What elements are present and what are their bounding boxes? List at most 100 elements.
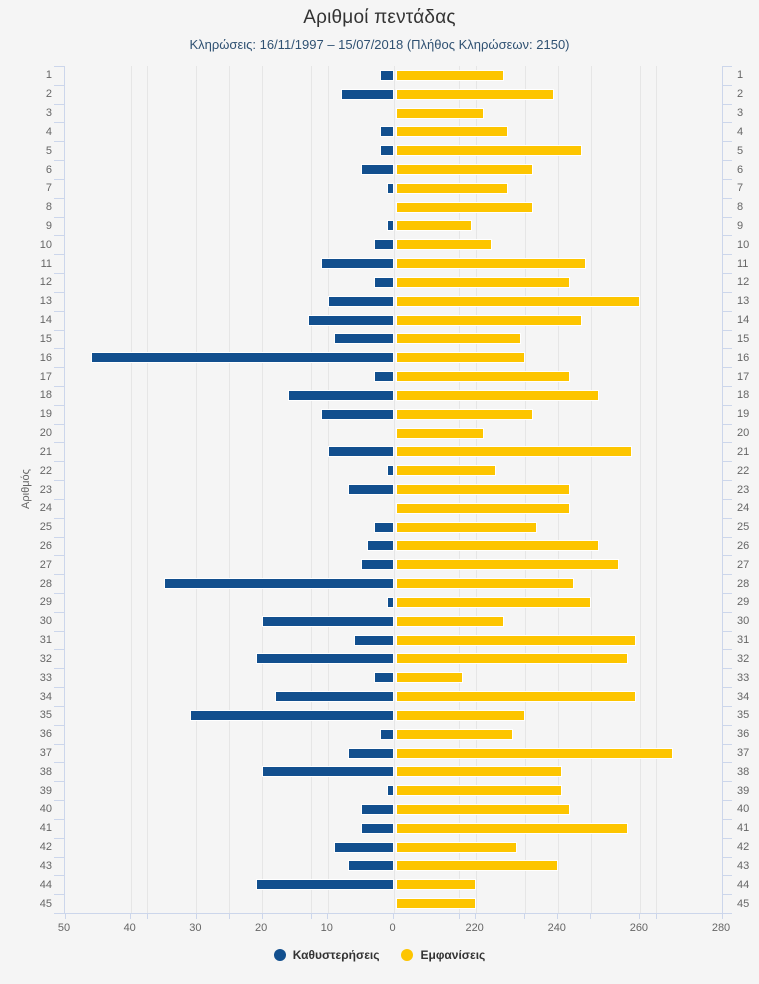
- delay-bar-16[interactable]: [91, 352, 394, 364]
- delay-bar-12[interactable]: [373, 276, 394, 288]
- delay-bar-44[interactable]: [255, 879, 394, 891]
- appearance-bar-41[interactable]: [395, 822, 628, 834]
- category-label-right-22: 22: [737, 464, 750, 477]
- delay-bar-25[interactable]: [373, 521, 394, 533]
- delay-bar-33[interactable]: [373, 672, 394, 684]
- delay-bar-22[interactable]: [386, 465, 394, 477]
- appearance-bar-5[interactable]: [395, 145, 583, 157]
- delay-bar-1[interactable]: [380, 69, 394, 81]
- delay-bar-10[interactable]: [373, 239, 394, 251]
- appearance-bar-26[interactable]: [395, 540, 599, 552]
- appearance-bar-25[interactable]: [395, 521, 538, 533]
- delay-bar-9[interactable]: [386, 220, 394, 232]
- delay-bar-29[interactable]: [386, 596, 394, 608]
- appearance-bar-34[interactable]: [395, 691, 636, 703]
- appearance-bar-6[interactable]: [395, 164, 534, 176]
- appearance-bar-4[interactable]: [395, 126, 509, 138]
- delay-bar-19[interactable]: [321, 408, 394, 420]
- delay-bar-13[interactable]: [327, 295, 394, 307]
- delay-bar-35[interactable]: [189, 709, 394, 721]
- appearance-bar-27[interactable]: [395, 559, 620, 571]
- delay-bar-40[interactable]: [360, 803, 394, 815]
- appearance-bar-10[interactable]: [395, 239, 493, 251]
- appearance-bar-22[interactable]: [395, 465, 497, 477]
- appearance-bar-44[interactable]: [395, 879, 476, 891]
- delay-bar-32[interactable]: [255, 653, 394, 665]
- appearance-bar-18[interactable]: [395, 389, 599, 401]
- delay-bar-36[interactable]: [380, 728, 394, 740]
- appearance-bar-1[interactable]: [395, 69, 505, 81]
- delay-bar-23[interactable]: [347, 484, 394, 495]
- delay-bar-27[interactable]: [360, 559, 394, 571]
- appearance-bar-24[interactable]: [395, 502, 571, 514]
- y-axis-tick-left: [54, 461, 64, 463]
- appearance-bar-28[interactable]: [395, 578, 575, 590]
- y-axis-tick-right: [722, 536, 732, 538]
- delay-bar-43[interactable]: [347, 860, 394, 872]
- delay-bar-2[interactable]: [340, 88, 394, 100]
- appearance-bar-13[interactable]: [395, 295, 640, 307]
- y-axis-tick-left: [54, 517, 64, 519]
- category-label-right-7: 7: [737, 182, 744, 195]
- delay-bar-30[interactable]: [262, 615, 394, 627]
- appearance-bar-43[interactable]: [395, 860, 558, 872]
- delay-bar-26[interactable]: [367, 540, 394, 552]
- appearance-bar-21[interactable]: [395, 446, 632, 458]
- delay-bar-39[interactable]: [386, 785, 394, 797]
- appearance-bar-12[interactable]: [395, 276, 571, 288]
- delay-bar-14[interactable]: [308, 314, 394, 326]
- y-axis-tick-right: [722, 273, 732, 275]
- appearance-bar-35[interactable]: [395, 709, 525, 721]
- legend-item-appearances[interactable]: Εμφανίσεις: [401, 948, 485, 962]
- appearance-bar-42[interactable]: [395, 841, 517, 853]
- appearance-bar-15[interactable]: [395, 333, 521, 345]
- category-label-right-3: 3: [737, 107, 744, 120]
- delay-bar-42[interactable]: [334, 841, 394, 853]
- y-axis-tick-right: [722, 743, 732, 745]
- delay-bar-6[interactable]: [360, 164, 394, 176]
- appearance-bar-36[interactable]: [395, 728, 513, 740]
- appearance-bar-14[interactable]: [395, 314, 583, 326]
- delay-bar-28[interactable]: [163, 578, 394, 590]
- appearance-bar-11[interactable]: [395, 258, 587, 270]
- appearance-bar-45[interactable]: [395, 898, 476, 910]
- appearance-bar-33[interactable]: [395, 672, 464, 684]
- appearance-bar-29[interactable]: [395, 596, 591, 608]
- category-label-left-10: 10: [39, 238, 52, 251]
- appearance-bar-8[interactable]: [395, 201, 534, 213]
- delay-bar-18[interactable]: [288, 389, 394, 401]
- appearance-bar-23[interactable]: [395, 484, 571, 495]
- category-label-left-42: 42: [39, 841, 52, 854]
- appearance-bar-30[interactable]: [395, 615, 505, 627]
- appearance-bar-17[interactable]: [395, 371, 571, 383]
- delay-bar-21[interactable]: [327, 446, 394, 458]
- appearance-bar-3[interactable]: [395, 107, 484, 119]
- appearance-bar-37[interactable]: [395, 747, 673, 759]
- appearance-bar-19[interactable]: [395, 408, 534, 420]
- delay-bar-41[interactable]: [360, 822, 394, 834]
- delay-bar-5[interactable]: [380, 145, 394, 157]
- appearance-bar-16[interactable]: [395, 352, 525, 364]
- delay-bar-15[interactable]: [334, 333, 394, 345]
- appearance-bar-38[interactable]: [395, 766, 562, 778]
- delay-bar-11[interactable]: [321, 258, 394, 270]
- delay-axis-label-40: 40: [123, 922, 136, 934]
- x-axis-tick: [639, 913, 641, 919]
- delay-bar-34[interactable]: [275, 691, 394, 703]
- delay-bar-37[interactable]: [347, 747, 394, 759]
- delay-bar-7[interactable]: [386, 182, 394, 194]
- appearance-bar-2[interactable]: [395, 88, 554, 100]
- appearance-bar-40[interactable]: [395, 803, 571, 815]
- appearance-bar-31[interactable]: [395, 634, 636, 646]
- appearance-bar-20[interactable]: [395, 427, 484, 439]
- delay-bar-4[interactable]: [380, 126, 394, 138]
- appearance-bar-9[interactable]: [395, 220, 472, 232]
- delay-bar-17[interactable]: [373, 371, 394, 383]
- delay-bar-31[interactable]: [354, 634, 394, 646]
- legend-item-delays[interactable]: Καθυστερήσεις: [273, 948, 379, 962]
- appearance-bar-32[interactable]: [395, 653, 628, 665]
- y-axis-tick-right: [722, 141, 732, 143]
- appearance-bar-7[interactable]: [395, 182, 509, 194]
- appearance-bar-39[interactable]: [395, 785, 562, 797]
- delay-bar-38[interactable]: [262, 766, 394, 778]
